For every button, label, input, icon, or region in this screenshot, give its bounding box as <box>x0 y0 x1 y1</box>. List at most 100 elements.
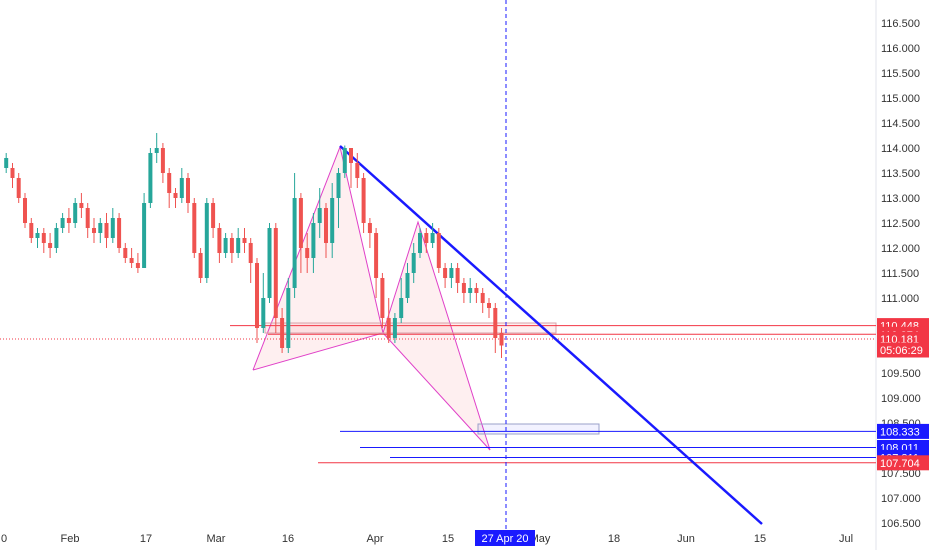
candle <box>48 233 53 258</box>
candle <box>54 223 59 253</box>
candle <box>480 288 485 313</box>
candle <box>60 213 65 233</box>
candle <box>474 283 479 303</box>
drawing-layer <box>0 145 876 525</box>
candle-body <box>380 278 385 318</box>
candle-body <box>405 273 410 298</box>
candle-body <box>98 223 103 233</box>
candle <box>349 148 353 188</box>
price-tag: 108.333 <box>877 423 929 439</box>
candle <box>499 328 504 358</box>
candle-body <box>349 148 353 163</box>
candle <box>342 145 347 178</box>
price-tag-label: 108.333 <box>880 426 920 438</box>
candle <box>23 193 27 228</box>
candle <box>292 173 297 298</box>
crosshair-date-tag: 27 Apr 20 <box>475 530 535 546</box>
price-tags: 110.448110.274110.18105:06:29108.333108.… <box>877 318 929 471</box>
candle <box>443 263 448 288</box>
candle-body <box>255 263 259 328</box>
candle-body <box>273 228 278 318</box>
price-tick-label: 115.000 <box>881 93 920 105</box>
candle <box>4 153 9 173</box>
candle-body <box>367 223 372 233</box>
candle-body <box>179 178 184 198</box>
candle-body <box>229 238 234 253</box>
candle <box>367 218 372 248</box>
time-tick-label: 15 <box>754 533 766 545</box>
candle <box>324 203 328 258</box>
candle-body <box>487 303 491 308</box>
time-tick-label: 16 <box>282 533 294 545</box>
candle-body <box>54 228 59 248</box>
candle-body <box>186 178 190 203</box>
pattern-fill-left <box>253 147 383 370</box>
candle-body <box>217 228 222 253</box>
candle-body <box>248 243 253 263</box>
candle <box>267 223 272 303</box>
time-tick-label: Mar <box>207 533 226 545</box>
crosshair-date-background <box>475 530 535 546</box>
time-tick-label: 17 <box>140 533 152 545</box>
price-tick-label: 115.500 <box>881 68 920 80</box>
candle <box>380 273 385 328</box>
candle-body <box>104 223 109 238</box>
candle <box>92 218 96 243</box>
candle <box>148 148 153 208</box>
price-tick-label: 116.500 <box>881 18 920 30</box>
candle-body <box>16 178 21 198</box>
candle <box>242 228 247 253</box>
candle <box>361 173 366 233</box>
price-tick-label: 107.000 <box>881 493 921 505</box>
candle <box>135 253 140 273</box>
price-tick-label: 109.000 <box>881 393 921 405</box>
price-tick-label: 112.500 <box>881 218 920 230</box>
time-tick-label: 18 <box>608 533 620 545</box>
candle-body <box>23 198 27 223</box>
candle-body <box>336 173 341 198</box>
candle-body <box>267 228 272 298</box>
crosshair-date-label: 27 Apr 20 <box>481 533 528 545</box>
candle-body <box>204 203 209 278</box>
candle-body <box>117 218 122 248</box>
price-tick-label: 116.000 <box>881 43 920 55</box>
candle <box>236 228 241 258</box>
candle-body <box>280 318 285 348</box>
candles-layer <box>4 133 504 358</box>
time-tick-label: Feb <box>61 533 80 545</box>
candle <box>449 263 454 288</box>
candle <box>192 198 197 258</box>
candle <box>411 243 416 283</box>
candle <box>154 133 159 163</box>
price-tick-label: 114.500 <box>881 118 920 130</box>
price-tag-label: 107.704 <box>880 458 920 470</box>
candle-body <box>110 218 115 238</box>
candle <box>330 183 335 258</box>
candle <box>374 228 379 298</box>
price-tick-label: 109.500 <box>881 368 921 380</box>
candle <box>461 278 466 303</box>
candle <box>29 218 34 243</box>
price-tick-label: 106.500 <box>881 518 921 530</box>
candle-body <box>480 293 485 303</box>
candle-body <box>4 158 9 168</box>
candle-body <box>142 203 147 268</box>
candle-body <box>424 233 429 243</box>
candle <box>455 263 460 293</box>
candle-body <box>35 233 40 238</box>
candle-body <box>461 283 466 293</box>
candle-body <box>129 258 134 263</box>
candle-body <box>292 198 297 288</box>
candle-body <box>148 153 153 203</box>
candle <box>123 243 128 263</box>
candle <box>186 173 190 213</box>
candle <box>405 263 410 303</box>
candle-body <box>436 233 441 268</box>
candle-body <box>85 208 90 228</box>
candle-body <box>66 218 71 223</box>
candle <box>298 193 303 273</box>
time-tick-label: 15 <box>442 533 454 545</box>
candle <box>355 153 360 188</box>
price-tag-background <box>877 342 929 358</box>
